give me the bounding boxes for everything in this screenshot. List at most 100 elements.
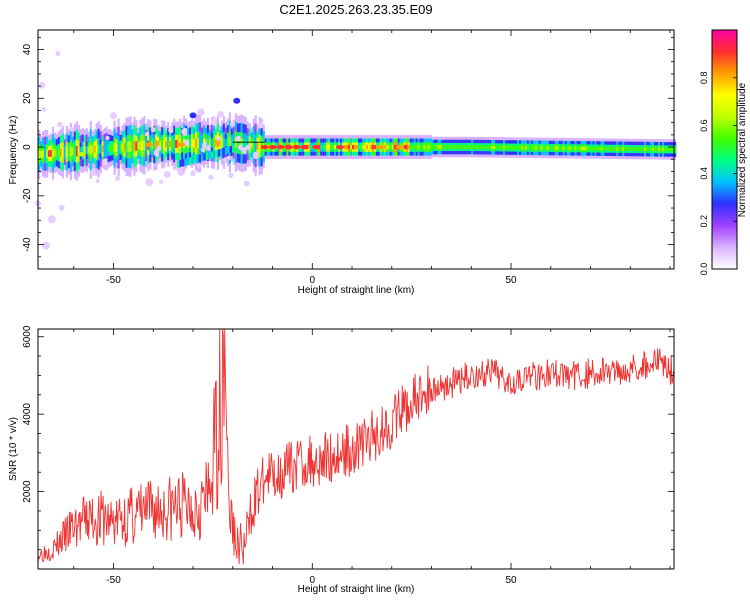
heatmap-cell xyxy=(628,147,631,151)
heatmap-cell xyxy=(646,147,649,151)
heatmap-feature xyxy=(189,112,197,119)
heatmap-cell xyxy=(143,140,146,151)
heatmap-cell xyxy=(220,138,223,147)
heatmap-cell xyxy=(393,144,396,150)
y-tick-label: 40 xyxy=(22,44,33,56)
heatmap-cell xyxy=(493,145,496,150)
heatmap-cell xyxy=(308,144,311,150)
heatmap-cell xyxy=(163,140,166,149)
heatmap-cell xyxy=(89,144,92,156)
heatmap-cell xyxy=(246,140,249,149)
heatmap-cell xyxy=(250,141,253,148)
heatmap-cell xyxy=(509,145,512,150)
heatmap-cell xyxy=(123,142,126,152)
heatmap-cell xyxy=(616,147,619,151)
y-tick-label: 2000 xyxy=(22,480,33,503)
heatmap-cell xyxy=(403,144,406,150)
heatmap-cell xyxy=(344,144,347,150)
heatmap-cell xyxy=(330,144,333,150)
heatmap-cell xyxy=(105,144,108,153)
snr-ticks: -50 0 50 2000 4000 6000 xyxy=(22,325,674,586)
heatmap-cell xyxy=(193,139,196,148)
heatmap-cell xyxy=(568,146,571,151)
heatmap-cell xyxy=(155,140,158,150)
heatmap-cell xyxy=(196,163,202,168)
heatmap-cell xyxy=(63,148,66,156)
heatmap-cell xyxy=(184,158,187,166)
heatmap-cell xyxy=(556,146,559,150)
x-tick-label: -50 xyxy=(106,275,121,286)
heatmap-cell xyxy=(40,151,43,158)
heatmap-cell xyxy=(455,145,458,149)
snr-panel: -50 0 50 2000 4000 6000 Height of straight li… xyxy=(8,325,675,595)
heatmap-cell xyxy=(215,149,218,158)
heatmap-cell xyxy=(107,144,110,152)
heatmap-cell xyxy=(437,145,440,149)
x-tick-label: 0 xyxy=(309,275,315,286)
heatmap-cell xyxy=(491,145,494,150)
heatmap-cell xyxy=(168,127,175,134)
colorbar-tick-label: 0.2 xyxy=(699,215,709,228)
spectrogram-heatmap xyxy=(35,51,677,250)
heatmap-cell xyxy=(244,139,247,149)
y-tick-label: 4000 xyxy=(22,403,33,426)
heatmap-cell xyxy=(300,144,309,150)
heatmap-cell xyxy=(358,144,361,150)
colorbar-tick-label: 0.8 xyxy=(699,72,709,85)
heatmap-cell xyxy=(81,146,84,155)
heatmap-cell xyxy=(618,147,621,151)
heatmap-cell xyxy=(163,170,171,178)
heatmap-cell xyxy=(292,144,301,150)
heatmap-cell xyxy=(534,146,538,150)
heatmap-cell xyxy=(208,174,214,180)
heatmap-cell xyxy=(544,146,547,150)
heatmap-cell xyxy=(536,146,540,150)
heatmap-cell xyxy=(532,146,536,150)
heatmap-cell xyxy=(324,144,327,150)
heatmap-cell xyxy=(580,146,583,151)
heatmap-cell xyxy=(113,143,116,153)
y-tick-label: 6000 xyxy=(22,325,33,348)
heatmap-cell xyxy=(369,144,373,150)
heatmap-cell xyxy=(586,146,589,151)
heatmap-cell xyxy=(471,145,474,149)
heatmap-cell xyxy=(159,141,162,148)
heatmap-cell xyxy=(594,146,597,151)
heatmap-cell xyxy=(445,145,448,149)
heatmap-cell xyxy=(245,144,252,151)
heatmap-cell xyxy=(505,145,508,150)
heatmap-cell xyxy=(229,120,236,127)
heatmap-cell xyxy=(421,144,424,150)
heatmap-cell xyxy=(216,137,220,148)
heatmap-cell xyxy=(119,144,122,151)
colorbar-tick-label: 0.0 xyxy=(699,263,709,276)
heatmap-cell xyxy=(87,146,90,154)
heatmap-cell xyxy=(439,145,442,149)
heatmap-cell xyxy=(65,147,68,157)
heatmap-cell xyxy=(528,145,532,150)
heatmap-cell xyxy=(350,144,353,150)
heatmap-cell xyxy=(240,138,243,149)
heatmap-cell xyxy=(640,147,643,151)
heatmap-cell xyxy=(58,204,65,211)
heatmap-cell xyxy=(495,145,498,150)
heatmap-cell xyxy=(257,122,264,129)
heatmap-cell xyxy=(167,140,170,149)
heatmap-cell xyxy=(236,137,239,148)
heatmap-cell xyxy=(334,144,337,150)
heatmap-cell xyxy=(373,144,377,150)
heatmap-cell xyxy=(77,146,80,156)
heatmap-cell xyxy=(626,147,629,151)
heatmap-cell xyxy=(312,144,321,150)
heatmap-cell xyxy=(129,141,132,152)
heatmap-cell xyxy=(670,147,673,152)
heatmap-cell xyxy=(479,145,482,149)
heatmap-cell xyxy=(206,138,210,148)
heatmap-cell xyxy=(44,149,47,159)
heatmap-cell xyxy=(169,141,172,148)
heatmap-cell xyxy=(598,146,601,151)
heatmap-cell xyxy=(391,144,394,150)
heatmap-cell xyxy=(511,145,514,150)
heatmap-cell xyxy=(47,215,56,224)
heatmap-cell xyxy=(513,145,516,150)
